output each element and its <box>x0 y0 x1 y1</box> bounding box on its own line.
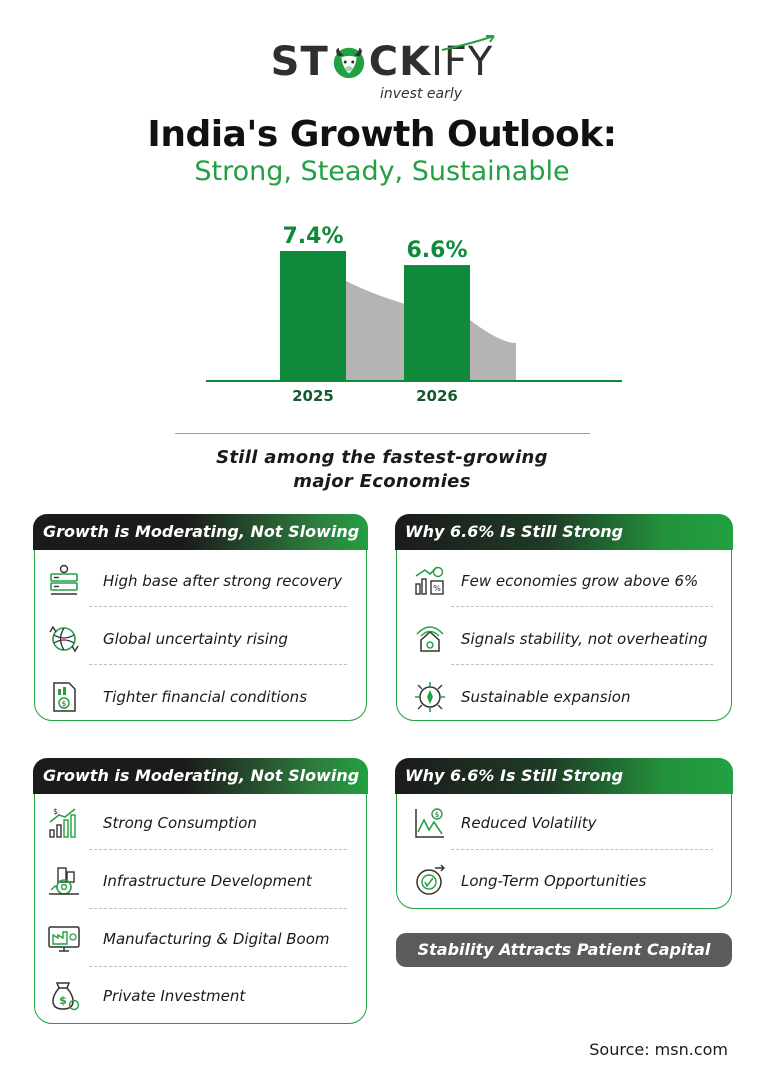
section-tagline-line1: Still among the fastest-growing <box>216 447 548 468</box>
list-item-label: Long-Term Opportunities <box>461 872 647 890</box>
svg-text:$: $ <box>62 700 66 708</box>
category-label-2026: 2026 <box>416 387 458 405</box>
card-moderating-1-title: Growth is Moderating, Not Slowing <box>33 514 368 550</box>
list-item-label: Sustainable expansion <box>461 688 631 706</box>
svg-text:$: $ <box>53 807 58 816</box>
card-why-strong-2-title: Why 6.6% Is Still Strong <box>395 758 733 794</box>
infrastructure-gear-icon <box>49 867 79 895</box>
list-item: $ Tighter financial conditions <box>47 668 307 726</box>
page-subtitle: Strong, Steady, Sustainable <box>194 156 570 187</box>
card-why-strong-1: Why 6.6% Is Still Strong % Few economies… <box>395 514 733 721</box>
list-item-label: Signals stability, not overheating <box>461 630 708 648</box>
compass-expansion-icon <box>415 682 445 712</box>
row-separator <box>89 849 347 850</box>
list-item: Infrastructure Development <box>47 852 312 910</box>
card-moderating-2-title: Growth is Moderating, Not Slowing <box>33 758 368 794</box>
category-label-2025: 2025 <box>292 387 334 405</box>
section-tagline: Still among the fastest-growing major Ec… <box>0 446 764 494</box>
brand-logo: ST CK IFY <box>0 38 764 86</box>
logo-text-ify: IFY <box>431 39 494 85</box>
logo-text-ck: CK <box>368 39 432 85</box>
brand-tagline: invest early <box>380 86 463 102</box>
list-item-label: Infrastructure Development <box>103 872 312 890</box>
bar-2026 <box>404 265 470 381</box>
stability-pill: Stability Attracts Patient Capital <box>396 933 732 967</box>
list-item: Sustainable expansion <box>413 668 630 726</box>
svg-text:%: % <box>433 584 441 593</box>
list-item-label: Few economies grow above 6% <box>461 572 699 590</box>
section-divider <box>175 433 590 434</box>
list-item: High base after strong recovery <box>47 552 342 610</box>
page-title: India's Growth Outlook: <box>147 114 617 155</box>
svg-text:$: $ <box>435 811 439 819</box>
row-separator <box>89 606 347 607</box>
list-item: $ Reduced Volatility <box>413 794 597 852</box>
card-moderating-1: Growth is Moderating, Not Slowing High b… <box>33 514 368 721</box>
money-bag-icon: $ <box>52 982 80 1011</box>
list-item-label: Manufacturing & Digital Boom <box>103 930 330 948</box>
row-separator <box>451 849 713 850</box>
finance-report-icon: $ <box>53 682 76 712</box>
long-term-dial-icon <box>416 864 445 895</box>
card-moderating-2: Growth is Moderating, Not Slowing $ Stro… <box>33 758 368 1025</box>
list-item-label: Global uncertainty rising <box>103 630 288 648</box>
svg-text:$: $ <box>59 994 67 1007</box>
value-label-2025: 7.4% <box>282 224 343 249</box>
signal-house-icon <box>416 626 444 652</box>
value-label-2026: 6.6% <box>406 238 467 263</box>
volatility-chart-icon: $ <box>415 808 444 838</box>
list-item: $ Strong Consumption <box>47 794 257 852</box>
card-why-strong-2: Why 6.6% Is Still Strong $ Reduced Volat… <box>395 758 733 910</box>
row-separator <box>89 908 347 909</box>
list-item: Global uncertainty rising <box>47 610 288 668</box>
list-item: $ Private Investment <box>47 967 245 1025</box>
growth-chart-icon: % <box>415 566 444 595</box>
list-item-label: High base after strong recovery <box>103 572 343 590</box>
rising-bars-icon: $ <box>49 807 76 838</box>
list-item: Signals stability, not overheating <box>413 610 708 668</box>
card-why-strong-1-title: Why 6.6% Is Still Strong <box>395 514 733 550</box>
bull-icon <box>333 47 364 79</box>
server-stack-icon <box>50 564 78 595</box>
bar-2025 <box>280 251 346 381</box>
section-tagline-line2: major Economies <box>293 471 471 492</box>
list-item: % Few economies grow above 6% <box>413 552 698 610</box>
list-item: Long-Term Opportunities <box>413 852 646 910</box>
list-item-label: Tighter financial conditions <box>103 688 308 706</box>
growth-bar-chart: 7.4% 2025 6.6% 2026 <box>206 224 622 405</box>
logo-arrow-icon <box>441 35 495 51</box>
logo-wordmark: ST CK IFY <box>271 38 494 86</box>
list-item-label: Reduced Volatility <box>461 814 597 832</box>
list-item: Manufacturing & Digital Boom <box>47 910 330 968</box>
row-separator <box>451 606 713 607</box>
row-separator <box>89 664 347 665</box>
list-item-label: Strong Consumption <box>103 814 257 832</box>
factory-monitor-icon <box>48 926 80 952</box>
list-item-label: Private Investment <box>103 987 246 1005</box>
logo-text-st: ST <box>270 39 329 85</box>
row-separator <box>89 966 347 967</box>
globe-refresh-icon <box>49 625 79 653</box>
source-note: Source: msn.com <box>589 1040 728 1059</box>
row-separator <box>451 664 713 665</box>
